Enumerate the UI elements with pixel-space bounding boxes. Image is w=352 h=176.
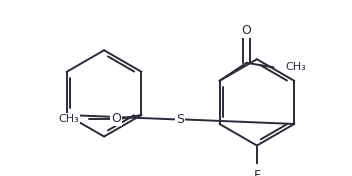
Text: O: O: [111, 112, 121, 125]
Text: O: O: [241, 24, 251, 37]
Text: CH₃: CH₃: [59, 114, 80, 124]
Text: S: S: [176, 113, 184, 126]
Text: CH₃: CH₃: [285, 62, 306, 72]
Text: F: F: [253, 169, 260, 176]
